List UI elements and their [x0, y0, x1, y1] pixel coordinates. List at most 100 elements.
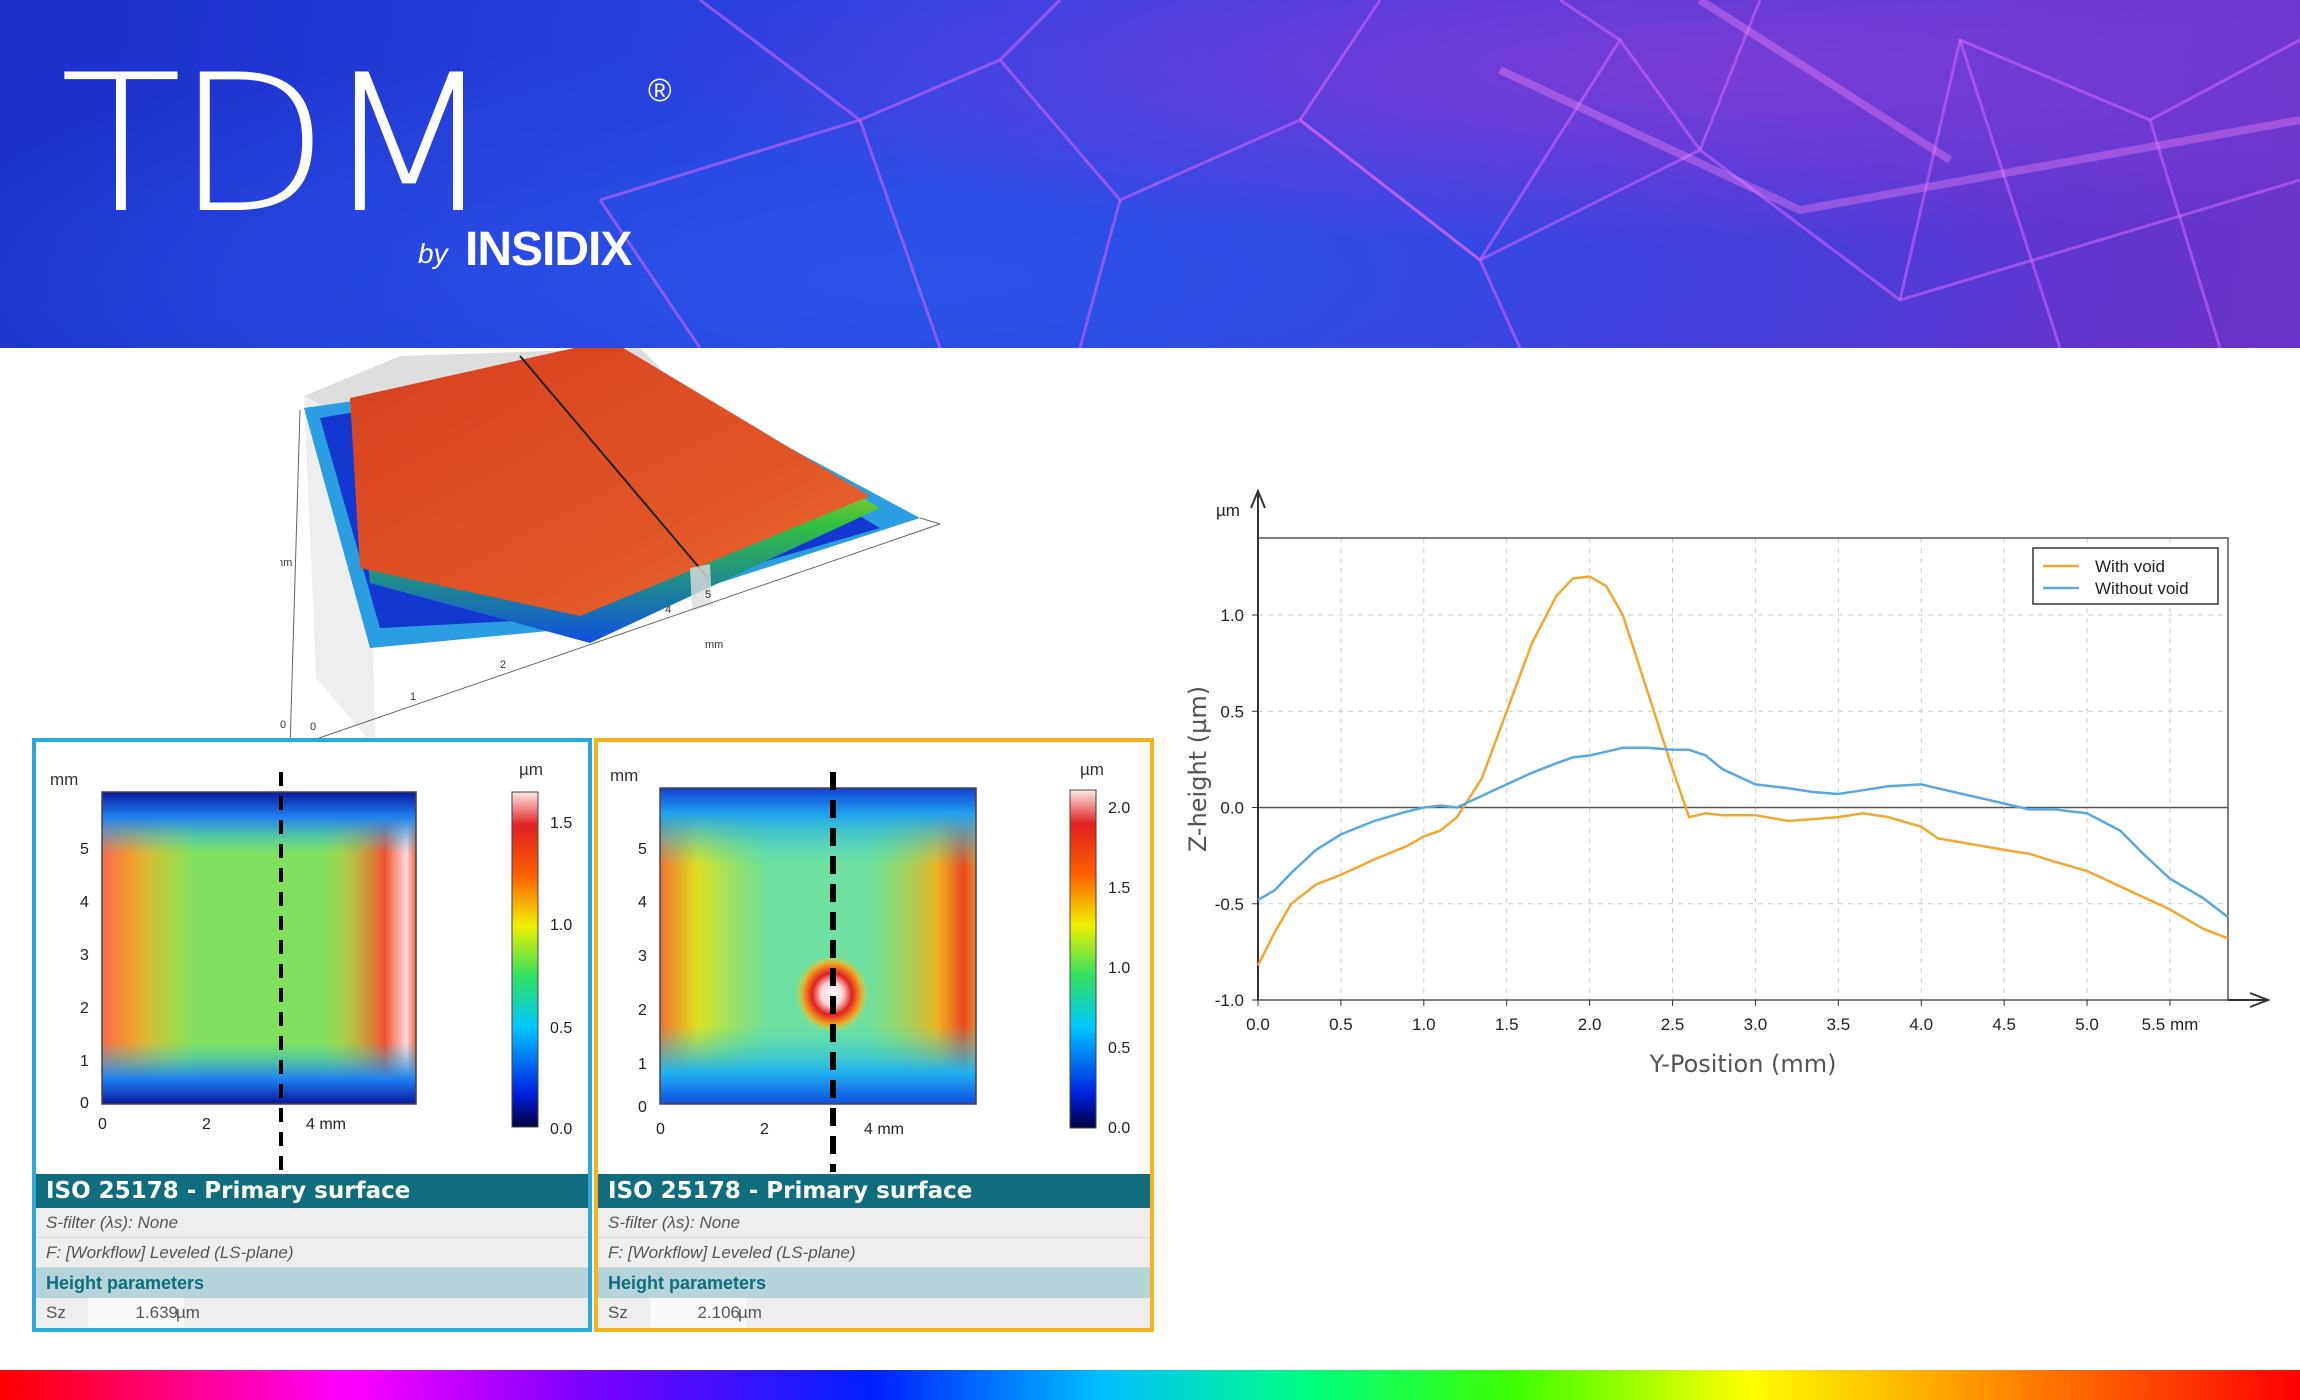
- y-tick-label: -0.5: [1215, 895, 1244, 914]
- x-tick: 4 mm: [306, 1116, 346, 1133]
- param-value: 2.106: [650, 1298, 746, 1328]
- colorbar-tick: 1.5: [1108, 880, 1130, 897]
- y-tick: 5: [638, 841, 647, 858]
- info-title: ISO 25178 - Primary surface: [36, 1174, 588, 1208]
- iso-info-table: ISO 25178 - Primary surface S-filter (λs…: [598, 1174, 1150, 1328]
- series-line-0: [1256, 575, 2229, 966]
- profile-line-chart: 0.0 0.5 1.0 1.5 2.0 2.5 3.0 3.5 4.0 4.5 5.0 5.5 mm 1…: [1184, 488, 2271, 1078]
- legend-box: [2032, 547, 2219, 605]
- rainbow-footer-bar: [0, 1370, 2300, 1400]
- height-params-header: Height parameters: [36, 1268, 588, 1298]
- x-tick-label: 1.0: [1412, 1015, 1436, 1034]
- y-tick: 2: [80, 1000, 89, 1017]
- param-unit: µm: [738, 1303, 762, 1322]
- surface-3d-render: 0 0 1 2 4 5 mm mm: [280, 348, 941, 738]
- chart-legend: With void Without void: [2032, 547, 2219, 605]
- y-unit-label: mm: [610, 766, 639, 785]
- height-params-header: Height parameters: [598, 1268, 1150, 1298]
- x-tick: 0: [98, 1116, 107, 1133]
- y-tick: 3: [80, 947, 89, 964]
- f-operation-row: F: [Workflow] Leveled (LS-plane): [598, 1238, 1150, 1268]
- x-arrow-head: [2249, 992, 2271, 1008]
- y-tick-label: 0.5: [1220, 702, 1244, 721]
- colorbar-tick: 1.0: [1108, 960, 1130, 977]
- y-tick: 2: [638, 1002, 647, 1019]
- iso-info-table: ISO 25178 - Primary surface S-filter (λs…: [36, 1174, 588, 1328]
- x-tick-label: 3.0: [1744, 1015, 1768, 1034]
- x-tick: 2: [760, 1121, 769, 1138]
- x-axis-title: Y-Position (mm): [1648, 1050, 1836, 1078]
- y-tick: 1: [80, 1053, 89, 1070]
- registered-mark: ®: [648, 72, 672, 108]
- x-tick-label: 3.5: [1827, 1015, 1851, 1034]
- colorbar-tick: 0.0: [1108, 1120, 1130, 1137]
- brand-by: by: [418, 238, 448, 269]
- y-axis-title: Z-height (µm): [1184, 686, 1212, 852]
- y-tick: 4: [638, 894, 647, 911]
- colorbar-tick: 0.0: [550, 1121, 572, 1138]
- x-tick: 4 mm: [864, 1121, 904, 1138]
- s-filter-row: S-filter (λs): None: [36, 1208, 588, 1238]
- y-arrow-head: [1250, 488, 1266, 509]
- param-value: 1.639: [88, 1298, 184, 1328]
- chart-series: [1256, 575, 2229, 966]
- legend-label: With void: [2095, 557, 2165, 576]
- x-tick: 2: [202, 1116, 211, 1133]
- height-map-panel-with-void: mm µm 5 4 3 2 1 0 0 2: [594, 738, 1154, 1332]
- s-filter-row: S-filter (λs): None: [598, 1208, 1150, 1238]
- chart-labels: 0.0 0.5 1.0 1.5 2.0 2.5 3.0 3.5 4.0 4.5 5.0 5.5 mm 1…: [1184, 501, 2198, 1078]
- x-tick: 0: [656, 1121, 665, 1138]
- y-tick: 1: [638, 1056, 647, 1073]
- legend-label: Without void: [2095, 579, 2189, 598]
- svg-text:mm: mm: [705, 639, 723, 651]
- svg-text:4: 4: [665, 604, 671, 616]
- x-tick-label: 0.5: [1329, 1015, 1353, 1034]
- series-line-1: [1257, 746, 2229, 919]
- colorbar-unit-label: µm: [519, 760, 543, 779]
- chart-grid: [1257, 538, 2228, 1001]
- colorbar-tick: 2.0: [1108, 800, 1130, 817]
- x-tick-label: 5.5 mm: [2142, 1015, 2199, 1034]
- y-unit-label: mm: [50, 770, 79, 789]
- x-tick-label: 2.0: [1578, 1015, 1602, 1034]
- y-tick: 0: [638, 1099, 647, 1116]
- svg-text:0: 0: [310, 721, 316, 733]
- param-name: Sz: [46, 1303, 66, 1322]
- sz-row: Sz 2.106 µm: [598, 1298, 1150, 1328]
- height-map-panel-without-void: mm µm 5 4 3 2 1 0: [32, 738, 592, 1332]
- param-unit: µm: [176, 1303, 200, 1322]
- brand-logo-insidix: INSIDIX: [465, 223, 632, 276]
- y-tick: 3: [638, 948, 647, 965]
- y-tick-label: 0.0: [1220, 799, 1244, 818]
- y-tick: 5: [80, 841, 89, 858]
- plot-frame: [1257, 537, 2229, 1001]
- y-tick: 0: [80, 1095, 89, 1112]
- colorbar-tick: 1.0: [550, 917, 572, 934]
- height-map-without-void: 5 4 3 2 1 0 0 2 4 mm 1.5 1.0 0.5 0.0: [80, 772, 572, 1172]
- x-tick-label: 0.0: [1246, 1015, 1270, 1034]
- info-title: ISO 25178 - Primary surface: [598, 1174, 1150, 1208]
- x-tick-label: 1.5: [1495, 1015, 1519, 1034]
- network-background: [598, 0, 2300, 348]
- svg-text:2: 2: [500, 659, 506, 671]
- svg-text:5: 5: [705, 589, 711, 601]
- height-map-with-void: 5 4 3 2 1 0 0 2 4 mm 2.0 1.5 1.0 0.5 0.0: [638, 772, 1130, 1172]
- x-tick-label: 4.0: [1909, 1015, 1933, 1034]
- svg-text:0: 0: [280, 719, 286, 731]
- y-tick-label: -1.0: [1215, 991, 1244, 1010]
- param-name: Sz: [608, 1303, 628, 1322]
- svg-text:1: 1: [410, 691, 416, 703]
- x-tick-label: 5.0: [2075, 1015, 2099, 1034]
- y-tick-label: 1.0: [1220, 606, 1244, 625]
- sz-row: Sz 1.639 µm: [36, 1298, 588, 1328]
- x-tick-label: 4.5: [1992, 1015, 2016, 1034]
- header-banner: TDM ® by INSIDIX: [0, 0, 2300, 348]
- colorbar-tick: 0.5: [1108, 1040, 1130, 1057]
- x-tick-label: 2.5: [1661, 1015, 1685, 1034]
- y-unit-label: µm: [1216, 501, 1240, 520]
- colorbar-tick: 1.5: [550, 815, 572, 832]
- svg-text:mm: mm: [280, 557, 292, 569]
- colorbar-unit-label: µm: [1080, 760, 1104, 779]
- colorbar-tick: 0.5: [550, 1020, 572, 1037]
- brand-logo-tdm: TDM: [60, 34, 495, 255]
